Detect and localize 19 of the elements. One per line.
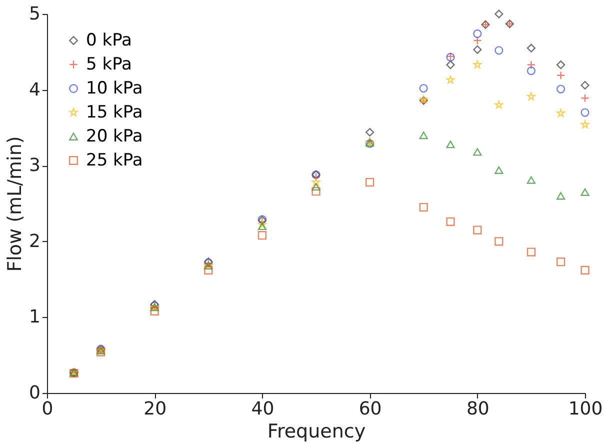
legend-label: 10 kPa bbox=[86, 78, 143, 98]
legend-label: 5 kPa bbox=[86, 54, 132, 74]
x-tick-label: 40 bbox=[251, 398, 274, 420]
y-axis-title: Flow (mL/min) bbox=[4, 136, 26, 272]
x-tick-label: 60 bbox=[358, 398, 382, 420]
y-tick-label: 3 bbox=[29, 155, 40, 176]
y-tick-label: 5 bbox=[29, 4, 40, 24]
x-axis-title: Frequency bbox=[267, 420, 366, 442]
x-tick-label: 100 bbox=[568, 398, 603, 420]
y-tick-label: 4 bbox=[29, 79, 40, 100]
legend-label: 0 kPa bbox=[86, 30, 132, 50]
y-tick-label: 2 bbox=[29, 230, 40, 252]
legend-label: 15 kPa bbox=[86, 102, 143, 122]
x-tick-label: 20 bbox=[144, 398, 167, 420]
x-tick-label: 80 bbox=[466, 398, 490, 420]
legend-label: 20 kPa bbox=[86, 126, 143, 146]
legend-label: 25 kPa bbox=[86, 150, 143, 170]
y-tick-label: 0 bbox=[29, 382, 40, 404]
y-tick-label: 1 bbox=[29, 306, 40, 328]
